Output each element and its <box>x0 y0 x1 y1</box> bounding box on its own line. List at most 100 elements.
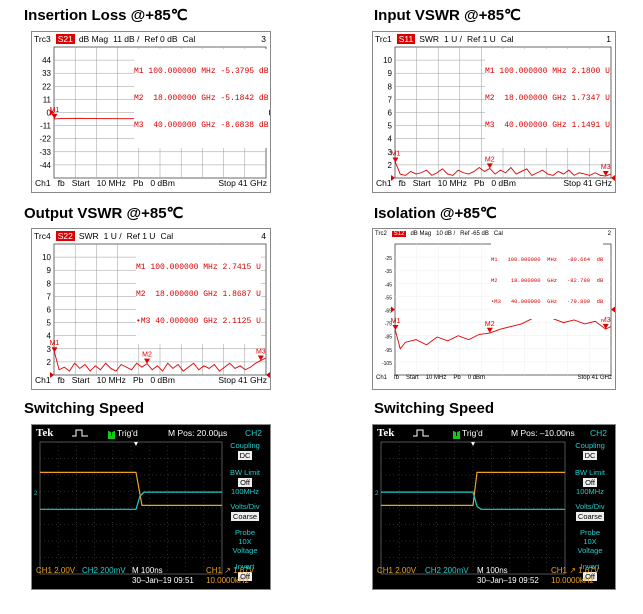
graticule-dot <box>527 494 529 495</box>
menu-bw-limit[interactable]: BW Limit Off 100MHz <box>575 468 605 496</box>
graticule-dot <box>509 530 511 531</box>
marker-row: M3 40.000000 GHz -8.6838 dB <box>134 121 269 130</box>
graticule-dot <box>112 442 114 443</box>
graticule-dot <box>196 524 197 525</box>
graticule-dot <box>454 546 455 547</box>
graticule-dot <box>76 514 77 515</box>
graticule-dot <box>112 446 114 447</box>
graticule-dot <box>203 478 205 479</box>
graticule-dot <box>389 557 390 558</box>
graticule-dot <box>148 474 150 475</box>
menu-invert[interactable]: Invert Off <box>580 562 600 581</box>
graticule-dot <box>120 474 121 476</box>
graticule-dot <box>491 550 492 551</box>
graticule-dot <box>465 491 466 492</box>
menu-invert[interactable]: Invert Off <box>235 562 255 581</box>
tek-logo: Tek <box>377 427 395 439</box>
graticule-dot <box>130 470 132 471</box>
y-tick-label: 9 <box>47 266 52 275</box>
graticule-dot <box>521 524 522 525</box>
graticule-dot <box>104 540 105 542</box>
graticule-dot <box>116 524 117 525</box>
graticule-dot <box>204 557 205 558</box>
graticule-dot <box>44 491 45 492</box>
marker-row: M2 18.000000 GHz 1.7347 U <box>485 94 610 103</box>
graticule-dot <box>92 458 93 459</box>
graticule-dot <box>397 474 398 476</box>
graticule-dot <box>94 562 95 563</box>
graticule-dot <box>521 474 522 476</box>
graticule-dot <box>454 514 455 515</box>
graticule-dot <box>497 458 498 459</box>
graticule-dot <box>501 491 502 492</box>
graticule-dot <box>425 458 426 459</box>
menu-coupling[interactable]: Coupling DC <box>230 441 260 460</box>
graticule-dot <box>196 474 197 476</box>
graticule-dot <box>180 458 181 459</box>
graticule-dot <box>421 458 422 459</box>
graticule-dot <box>112 510 114 511</box>
graticule-dot <box>433 524 434 525</box>
graticule-dot <box>176 524 177 525</box>
graticule-dot <box>130 498 132 499</box>
graticule-dot <box>481 557 482 558</box>
graticule-dot <box>220 507 221 509</box>
graticule-dot <box>549 491 550 492</box>
graticule-dot <box>203 570 205 571</box>
graticule-dot <box>545 540 546 542</box>
graticule-dot <box>192 491 193 492</box>
graticule-dot <box>541 491 542 492</box>
graticule-dot <box>399 526 400 527</box>
graticule-dot <box>517 458 518 459</box>
graticule-dot <box>493 491 494 492</box>
graticule-dot <box>52 474 53 476</box>
graticule-dot <box>156 524 157 525</box>
graticule-dot <box>545 557 546 558</box>
graticule-dot <box>509 570 511 571</box>
menu-volts-div[interactable]: Volts/Div Coarse <box>575 502 605 521</box>
oscilloscope-panel: Tek T Trig'd M Pos: –10.00ns CH2 2 Coupli… <box>372 424 616 590</box>
graticule-dot <box>148 470 150 471</box>
menu-probe[interactable]: Probe 10X Voltage <box>232 528 258 555</box>
menu-volts-div[interactable]: Volts/Div Coarse <box>230 502 260 521</box>
graticule-dot <box>112 570 114 571</box>
graticule-dot <box>203 458 205 459</box>
graticule-dot <box>104 507 105 509</box>
graticule-dot <box>553 540 554 542</box>
graticule-dot <box>454 446 455 447</box>
graticule-dot <box>216 458 217 459</box>
graticule-dot <box>472 558 474 559</box>
graticule-dot <box>549 524 550 525</box>
graticule-dot <box>94 470 95 471</box>
graticule-dot <box>104 557 105 558</box>
graticule-dot <box>203 518 205 519</box>
graticule-dot <box>454 538 455 539</box>
graticule-dot <box>192 540 193 542</box>
menu-bw-limit[interactable]: BW Limit Off 100MHz <box>230 468 260 496</box>
graticule-dot <box>57 486 59 487</box>
marker-triangle <box>51 347 58 353</box>
graticule-dot <box>509 542 511 543</box>
graticule-dot <box>180 474 181 476</box>
graticule-dot <box>167 534 168 535</box>
panel-title: Isolation @+85℃ <box>374 205 497 222</box>
graticule-dot <box>517 474 518 476</box>
graticule-dot <box>128 491 129 492</box>
graticule-dot <box>72 524 73 525</box>
graticule-dot <box>409 524 410 525</box>
graticule-dot <box>469 474 470 476</box>
marker-label: M2 <box>485 321 495 328</box>
graticule-dot <box>185 486 186 487</box>
graticule-dot <box>148 502 150 503</box>
menu-coupling[interactable]: Coupling DC <box>575 441 605 460</box>
graticule-dot <box>505 524 506 525</box>
graticule-dot <box>100 491 101 492</box>
graticule-dot <box>405 458 406 459</box>
graticule-dot <box>112 514 114 515</box>
graticule-dot <box>94 474 95 475</box>
graticule-dot <box>112 450 114 451</box>
graticule-dot <box>421 507 422 509</box>
menu-probe[interactable]: Probe 10X Voltage <box>577 528 603 555</box>
graticule-dot <box>96 507 97 509</box>
datetime: 30–Jan–19 09:52 <box>477 576 539 585</box>
